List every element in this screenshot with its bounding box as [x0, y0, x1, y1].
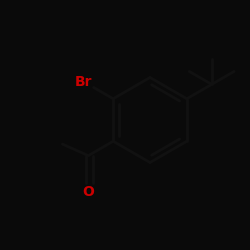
Text: Br: Br: [75, 75, 93, 89]
Text: O: O: [82, 186, 94, 200]
